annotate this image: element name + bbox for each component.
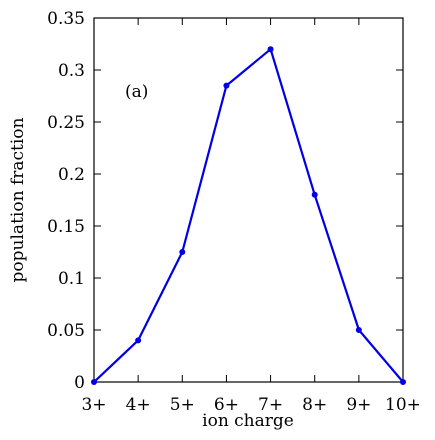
data-point <box>311 191 318 198</box>
x-tick-label: 4+ <box>126 395 151 415</box>
x-tick-label: 7+ <box>258 395 283 415</box>
y-tick-label: 0.05 <box>47 321 85 341</box>
y-tick-label: 0 <box>74 373 85 393</box>
series-line <box>93 48 404 383</box>
data-point <box>91 379 97 385</box>
x-tick-label: 6+ <box>214 395 239 415</box>
x-tick-label: 9+ <box>346 395 371 415</box>
data-point <box>267 46 274 53</box>
x-axis-title: ion charge <box>202 411 294 431</box>
y-tick-label: 0.25 <box>47 113 85 133</box>
annotation-label: (a) <box>125 82 148 102</box>
plot-frame <box>93 17 404 383</box>
y-tick-label: 0.3 <box>58 61 85 81</box>
data-point <box>135 337 142 344</box>
series-layer <box>91 46 406 385</box>
data-point <box>400 379 406 385</box>
y-tick-label: 0.35 <box>47 9 85 29</box>
data-point <box>355 327 362 333</box>
data-point <box>179 249 186 255</box>
x-tick-label: 5+ <box>170 395 195 415</box>
y-tick-label: 0.2 <box>58 165 85 185</box>
y-tick-label: 0.15 <box>47 217 85 237</box>
x-tick-label: 8+ <box>302 395 327 415</box>
y-axis-title: population fraction <box>8 117 28 282</box>
x-tick-label: 10+ <box>385 395 421 415</box>
ticks: 0 0.05 0.1 0.15 0.2 0.25 0.3 0.35 3+ 4+ 5+ 6+ 7+ 8+ 9+… <box>47 9 421 415</box>
x-tick-label: 3+ <box>81 395 106 415</box>
data-point <box>223 82 230 89</box>
y-tick-label: 0.1 <box>58 269 85 289</box>
